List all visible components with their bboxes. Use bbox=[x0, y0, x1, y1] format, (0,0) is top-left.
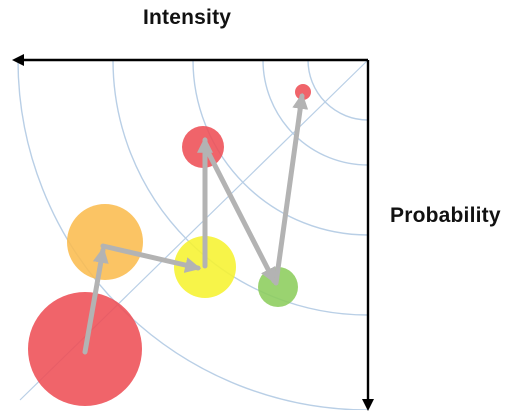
node-orange bbox=[67, 204, 143, 280]
probability-axis-arrowhead bbox=[362, 399, 374, 411]
path-arrow-5 bbox=[273, 92, 309, 286]
contour-arc-2 bbox=[262, 60, 368, 166]
axes bbox=[12, 54, 374, 411]
risk-nodes bbox=[28, 84, 311, 406]
path-arrow-4 bbox=[202, 143, 277, 284]
intensity-axis-arrowhead bbox=[12, 54, 24, 66]
contour-arc-1 bbox=[307, 60, 368, 121]
probability-axis-label: Probability bbox=[390, 204, 501, 227]
contour-arc-4 bbox=[112, 60, 368, 316]
path-arrow-2 bbox=[100, 243, 202, 273]
path-arrows bbox=[82, 92, 309, 355]
intensity-axis-label: Intensity bbox=[143, 6, 232, 29]
contour-arc-3 bbox=[192, 60, 368, 236]
path-arrow-1 bbox=[82, 246, 109, 355]
